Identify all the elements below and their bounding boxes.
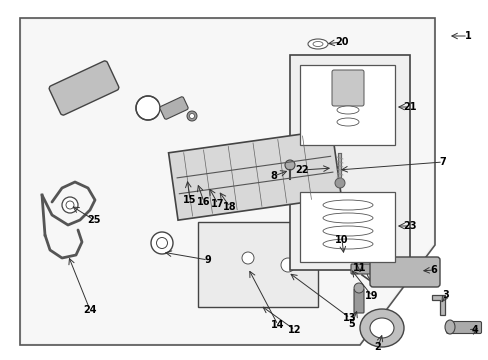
Circle shape	[353, 283, 363, 293]
Circle shape	[204, 182, 210, 188]
Circle shape	[371, 267, 381, 277]
Circle shape	[285, 160, 294, 170]
Ellipse shape	[369, 318, 393, 338]
FancyBboxPatch shape	[369, 257, 439, 287]
Ellipse shape	[307, 39, 327, 49]
Text: 11: 11	[352, 263, 366, 273]
Text: 24: 24	[83, 305, 97, 315]
Text: 3: 3	[442, 290, 448, 300]
Ellipse shape	[339, 254, 350, 262]
Text: 23: 23	[403, 221, 416, 231]
Circle shape	[136, 96, 160, 120]
Circle shape	[236, 246, 260, 270]
Text: 1: 1	[464, 31, 470, 41]
Bar	[299, 192, 394, 262]
FancyBboxPatch shape	[353, 289, 363, 313]
FancyBboxPatch shape	[331, 70, 363, 106]
Ellipse shape	[312, 41, 323, 46]
Circle shape	[273, 251, 302, 279]
Circle shape	[186, 111, 197, 121]
Ellipse shape	[323, 213, 372, 223]
Circle shape	[210, 183, 224, 197]
Circle shape	[66, 201, 74, 209]
Text: 8: 8	[270, 171, 277, 181]
Text: 5: 5	[348, 319, 355, 329]
Circle shape	[378, 267, 394, 283]
Ellipse shape	[444, 320, 454, 334]
Circle shape	[366, 262, 386, 282]
Text: 13: 13	[343, 313, 356, 323]
Text: 9: 9	[204, 255, 211, 265]
FancyBboxPatch shape	[350, 264, 370, 274]
Circle shape	[334, 178, 345, 188]
Text: 14: 14	[271, 320, 284, 330]
Text: 20: 20	[335, 37, 348, 47]
Text: 2: 2	[374, 342, 381, 352]
Circle shape	[382, 271, 390, 279]
Circle shape	[189, 113, 194, 118]
Polygon shape	[431, 295, 444, 315]
Polygon shape	[22, 20, 432, 343]
Circle shape	[156, 238, 167, 248]
Circle shape	[62, 197, 78, 213]
Text: 15: 15	[183, 195, 196, 205]
Circle shape	[281, 258, 294, 272]
Text: 25: 25	[87, 215, 101, 225]
Text: 4: 4	[470, 325, 477, 335]
Ellipse shape	[323, 226, 372, 236]
Circle shape	[151, 232, 173, 254]
Bar	[289, 55, 409, 270]
Ellipse shape	[323, 200, 372, 210]
Circle shape	[192, 179, 197, 184]
Ellipse shape	[336, 106, 358, 114]
Ellipse shape	[323, 239, 372, 249]
Ellipse shape	[333, 250, 355, 266]
FancyBboxPatch shape	[446, 321, 481, 333]
FancyBboxPatch shape	[160, 97, 188, 119]
Text: 16: 16	[197, 197, 210, 207]
Circle shape	[201, 179, 214, 192]
Circle shape	[242, 252, 253, 264]
Ellipse shape	[336, 118, 358, 126]
Text: 17: 17	[211, 199, 224, 209]
Bar	[299, 65, 394, 145]
Text: 22: 22	[295, 165, 308, 175]
Text: 21: 21	[403, 102, 416, 112]
Circle shape	[214, 186, 221, 194]
Text: 19: 19	[365, 291, 378, 301]
Circle shape	[189, 175, 201, 187]
Polygon shape	[20, 18, 434, 345]
Text: 6: 6	[430, 265, 436, 275]
Circle shape	[182, 175, 187, 180]
Text: 12: 12	[287, 325, 301, 335]
FancyBboxPatch shape	[49, 61, 119, 115]
Bar	[198, 222, 317, 307]
Text: 18: 18	[223, 202, 236, 212]
Circle shape	[179, 171, 191, 183]
Text: 7: 7	[439, 157, 446, 167]
Ellipse shape	[359, 309, 403, 347]
FancyBboxPatch shape	[168, 130, 341, 220]
Text: 10: 10	[335, 235, 348, 245]
